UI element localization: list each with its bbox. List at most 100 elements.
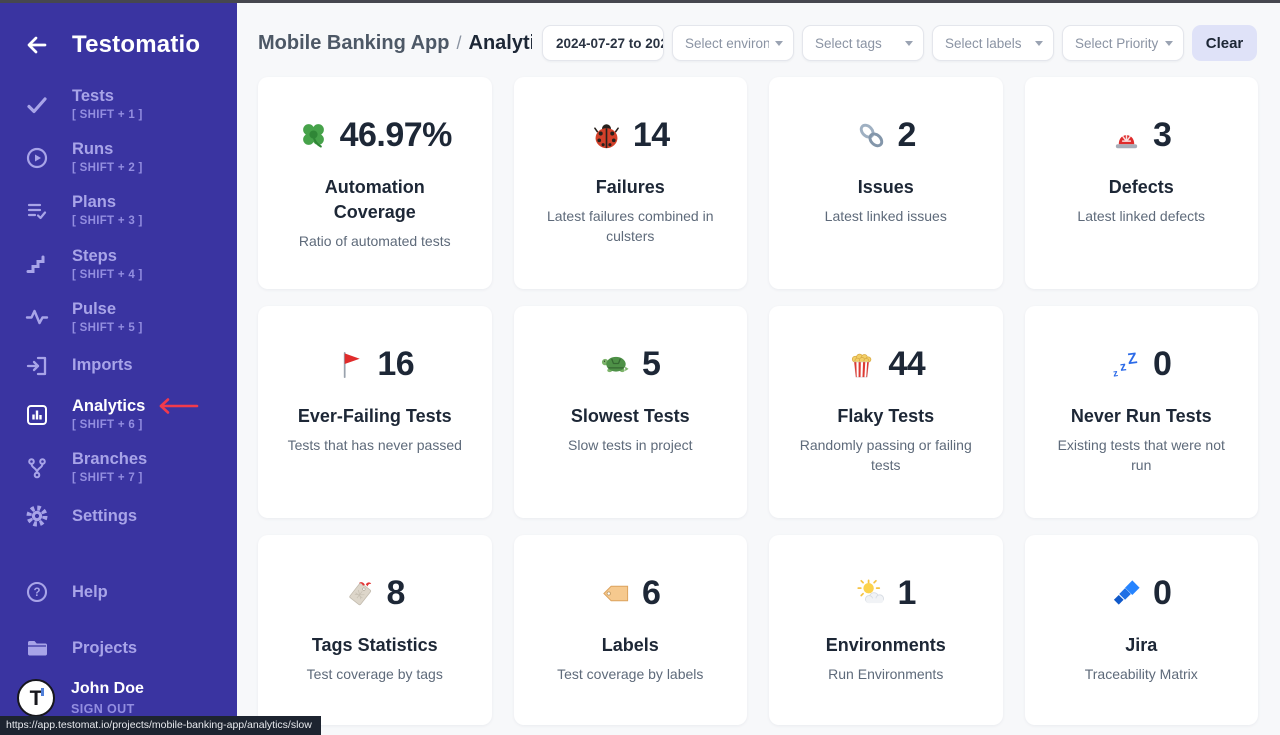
svg-text:Z: Z bbox=[1127, 350, 1139, 368]
card-defects[interactable]: 3 Defects Latest linked defects bbox=[1024, 77, 1258, 289]
sidebar-item-shortcut: [ SHIFT + 4 ] bbox=[72, 268, 143, 281]
turtle-icon bbox=[600, 349, 631, 380]
red-arrow-icon bbox=[155, 397, 199, 415]
card-environments[interactable]: 1 Environments Run Environments bbox=[769, 535, 1003, 725]
card-labels[interactable]: 6 Labels Test coverage by labels bbox=[513, 535, 747, 725]
card-subtitle: Run Environments bbox=[828, 666, 944, 683]
sidebar-item-branches[interactable]: Branches [ SHIFT + 7 ] bbox=[0, 450, 237, 485]
play-circle-icon bbox=[24, 145, 50, 171]
card-slowest-tests[interactable]: 5 Slowest Tests Slow tests in project bbox=[513, 306, 747, 518]
sidebar-item-settings[interactable]: Settings bbox=[0, 503, 237, 529]
card-subtitle: Slow tests in project bbox=[568, 437, 693, 454]
card-title: Never Run Tests bbox=[1070, 406, 1212, 426]
analytics-cards-grid: 46.97% Automation Coverage Ratio of auto… bbox=[258, 77, 1258, 725]
brand-row: Testomatio bbox=[0, 3, 237, 65]
sidebar-item-label: Analytics bbox=[72, 396, 146, 415]
clear-filters-button[interactable]: Clear bbox=[1192, 25, 1257, 61]
svg-text:?: ? bbox=[33, 588, 40, 600]
card-subtitle: Latest linked issues bbox=[824, 208, 947, 225]
help-icon: ? bbox=[24, 579, 50, 605]
breadcrumb: Mobile Banking App / Analytics bbox=[258, 32, 532, 55]
card-subtitle: Traceability Matrix bbox=[1084, 666, 1198, 683]
date-range-input[interactable]: 2024-07-27 to 202 bbox=[542, 25, 664, 61]
card-title: Labels bbox=[601, 635, 659, 655]
sidebar-item-label: Tests bbox=[72, 87, 114, 105]
tags-select[interactable]: Select tags bbox=[802, 25, 924, 61]
user-name: John Doe bbox=[71, 680, 144, 698]
sidebar-item-label: Settings bbox=[72, 506, 138, 525]
sun-cloud-icon bbox=[856, 578, 887, 609]
list-check-icon bbox=[24, 198, 50, 224]
sidebar: Testomatio Tests [ SHIFT + 1 ] Runs [ SH… bbox=[0, 3, 237, 735]
sidebar-item-projects[interactable]: Projects bbox=[0, 635, 237, 661]
stat-value: 44 bbox=[888, 344, 926, 383]
card-failures[interactable]: 14 Failures Latest failures combined in … bbox=[513, 77, 747, 289]
avatar-accent bbox=[41, 688, 44, 697]
card-title: Defects bbox=[1108, 177, 1174, 197]
ladybug-icon bbox=[591, 120, 622, 151]
card-subtitle: Latest failures combined in culsters bbox=[546, 208, 714, 245]
stat-value: 46.97% bbox=[339, 115, 453, 154]
card-subtitle: Randomly passing or failing tests bbox=[799, 437, 972, 474]
sidebar-item-help[interactable]: ? Help bbox=[0, 579, 237, 605]
sidebar-item-shortcut: [ SHIFT + 1 ] bbox=[72, 108, 143, 121]
card-issues[interactable]: 2 Issues Latest linked issues bbox=[769, 77, 1003, 289]
brand-title[interactable]: Testomatio bbox=[72, 31, 201, 58]
card-subtitle: Test coverage by tags bbox=[306, 666, 443, 683]
card-jira[interactable]: 0 Jira Traceability Matrix bbox=[1024, 535, 1258, 725]
gear-icon bbox=[24, 503, 50, 529]
labels-select[interactable]: Select labels bbox=[932, 25, 1054, 61]
breadcrumb-project[interactable]: Mobile Banking App bbox=[258, 31, 450, 54]
jira-icon bbox=[1111, 578, 1142, 609]
sign-out-link[interactable]: SIGN OUT bbox=[71, 701, 135, 716]
sidebar-item-shortcut: [ SHIFT + 6 ] bbox=[72, 418, 143, 431]
sidebar-item-pulse[interactable]: Pulse [ SHIFT + 5 ] bbox=[0, 300, 237, 335]
sidebar-item-shortcut: [ SHIFT + 3 ] bbox=[72, 215, 143, 228]
arrow-left-icon[interactable] bbox=[24, 32, 50, 58]
sidebar-item-analytics[interactable]: Analytics [ SHIFT + 6 ] bbox=[0, 397, 237, 432]
sidebar-item-label: Help bbox=[72, 582, 108, 601]
sidebar-item-shortcut: [ SHIFT + 5 ] bbox=[72, 321, 143, 334]
card-title: Flaky Tests bbox=[837, 406, 935, 426]
stat-value: 1 bbox=[897, 573, 917, 612]
stat-value: 0 bbox=[1153, 344, 1172, 383]
sidebar-item-imports[interactable]: Imports bbox=[0, 353, 237, 379]
status-bar-url: https://app.testomat.io/projects/mobile-… bbox=[0, 716, 321, 735]
avatar: T bbox=[17, 679, 55, 718]
svg-text:z: z bbox=[1112, 368, 1118, 380]
card-flaky-tests[interactable]: 44 Flaky Tests Randomly passing or faili… bbox=[769, 306, 1003, 518]
sidebar-item-label: Pulse bbox=[72, 299, 117, 318]
card-title: Failures bbox=[595, 177, 665, 197]
card-title: Slowest Tests bbox=[570, 406, 690, 426]
import-icon bbox=[24, 353, 50, 379]
sidebar-item-label: Plans bbox=[72, 193, 117, 212]
sidebar-item-tests[interactable]: Tests [ SHIFT + 1 ] bbox=[0, 87, 237, 122]
sidebar-item-shortcut: [ SHIFT + 7 ] bbox=[72, 472, 143, 485]
priority-select[interactable]: Select Priority bbox=[1062, 25, 1184, 61]
card-ever-failing-tests[interactable]: 16 Ever-Failing Tests Tests that has nev… bbox=[258, 306, 492, 518]
card-title: Tags Statistics bbox=[311, 635, 438, 655]
sidebar-item-label: Projects bbox=[72, 638, 138, 657]
stat-value: 0 bbox=[1153, 573, 1172, 612]
stat-value: 6 bbox=[642, 573, 661, 612]
card-subtitle: Ratio of automated tests bbox=[298, 233, 451, 250]
breadcrumb-page: Analytics bbox=[468, 31, 533, 54]
user-row[interactable]: T John Doe SIGN OUT bbox=[0, 679, 237, 718]
card-automation-coverage[interactable]: 46.97% Automation Coverage Ratio of auto… bbox=[258, 77, 492, 289]
sidebar-item-label: Branches bbox=[72, 450, 148, 469]
sidebar-item-steps[interactable]: Steps [ SHIFT + 4 ] bbox=[0, 247, 237, 282]
card-title: Issues bbox=[857, 177, 914, 197]
card-title: Ever-Failing Tests bbox=[297, 406, 452, 426]
sidebar-item-runs[interactable]: Runs [ SHIFT + 2 ] bbox=[0, 140, 237, 175]
link-icon bbox=[856, 120, 887, 151]
sidebar-item-label: Runs bbox=[72, 140, 114, 159]
svg-text:z: z bbox=[1119, 359, 1127, 374]
sidebar-item-plans[interactable]: Plans [ SHIFT + 3 ] bbox=[0, 193, 237, 228]
card-subtitle: Test coverage by labels bbox=[557, 666, 704, 683]
page-header: Mobile Banking App / Analytics 2024-07-2… bbox=[258, 25, 1258, 61]
card-tags-statistics[interactable]: 8 Tags Statistics Test coverage by tags bbox=[258, 535, 492, 725]
stat-value: 14 bbox=[632, 115, 670, 154]
label-icon bbox=[600, 578, 631, 609]
environment-select[interactable]: Select environments bbox=[672, 25, 794, 61]
